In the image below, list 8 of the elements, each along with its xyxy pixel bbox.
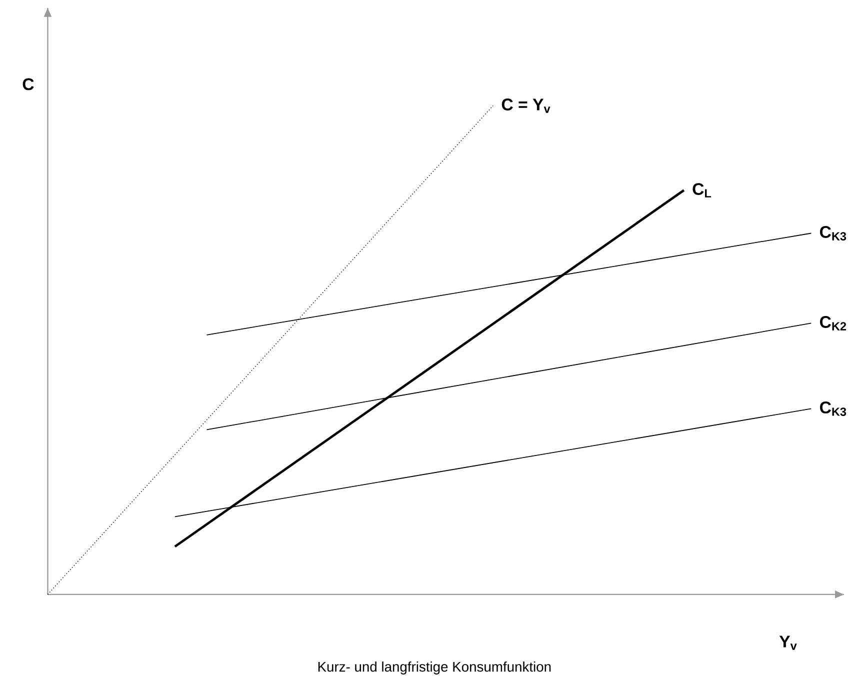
series-label: C$_{L}$ [692, 183, 712, 198]
y-axis-title: C [22, 78, 34, 90]
series-label: C$_{K3}$ [820, 226, 846, 241]
series-label: C$_{K3}$ [820, 402, 846, 416]
text: Kurz- und langfristige Konsumfunktion [318, 662, 551, 674]
x-axis-title: Y$_{v}$ [779, 636, 797, 650]
series-label: C = Y$_{v}$ [502, 98, 550, 113]
series-label: C$_{K2}$ [820, 316, 846, 330]
